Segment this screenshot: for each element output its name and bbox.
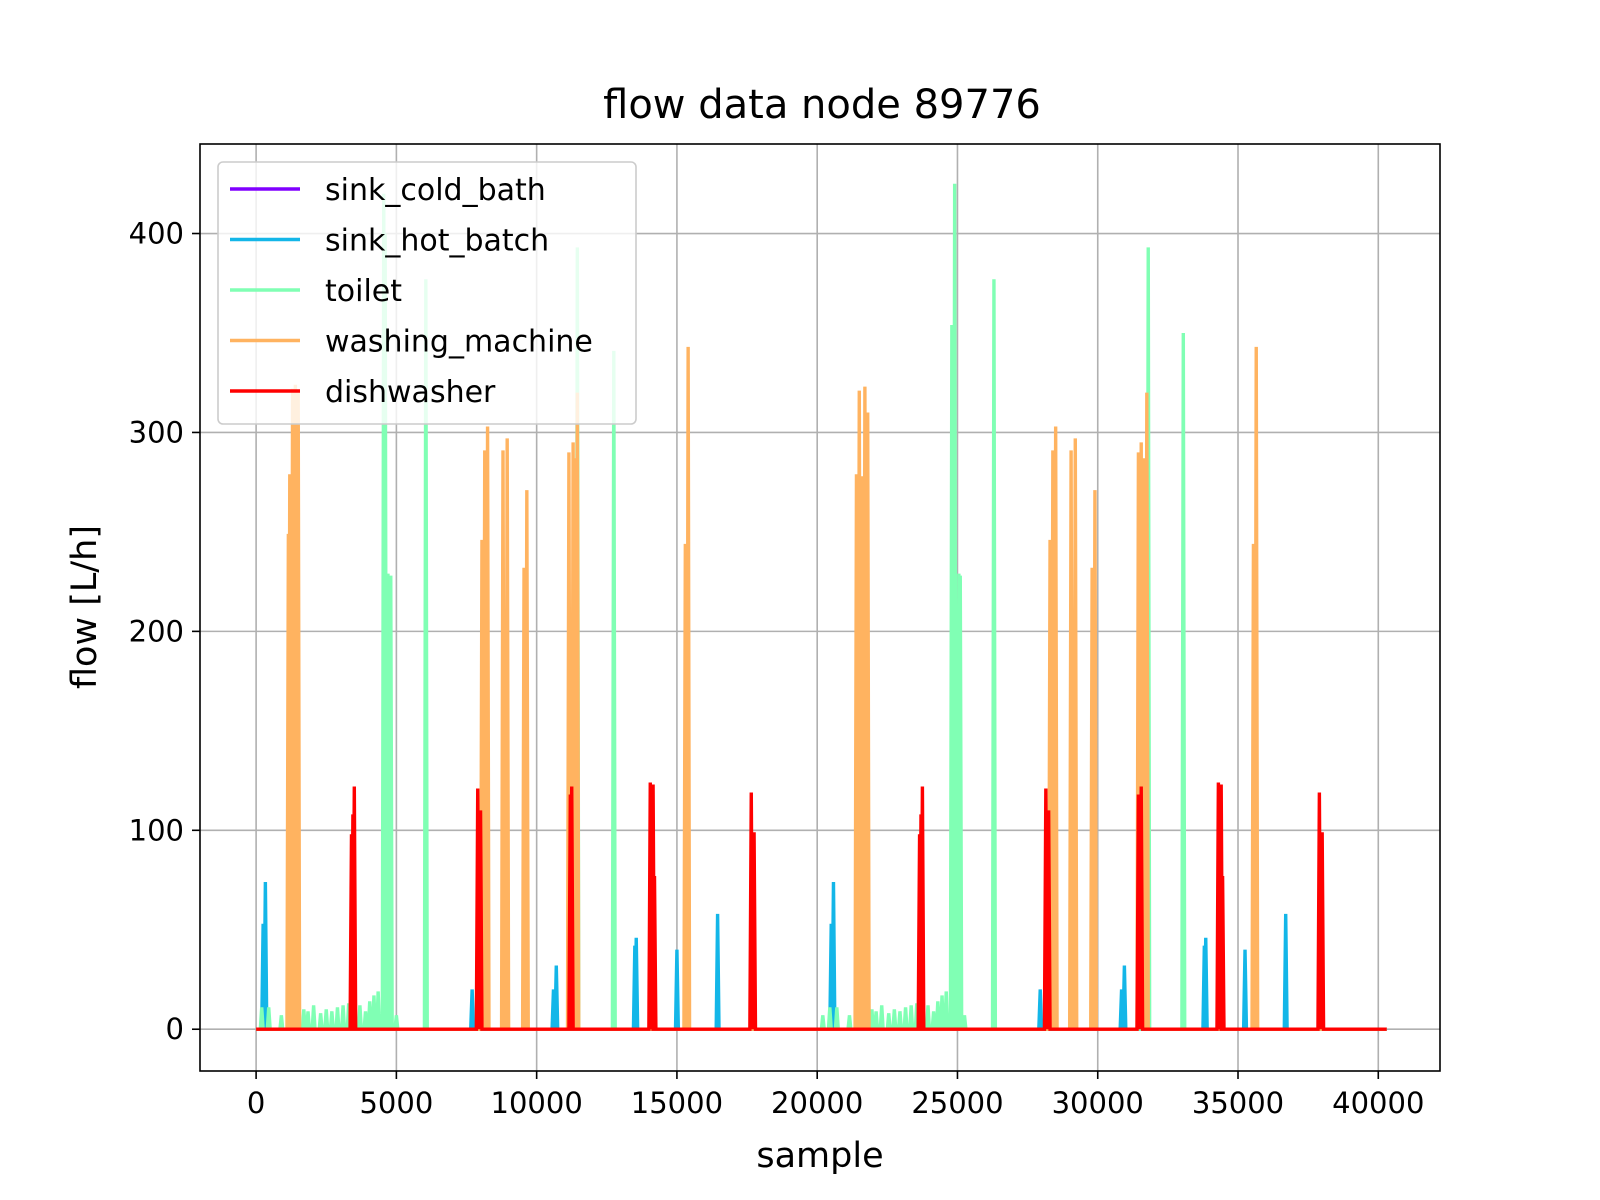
x-tick-label: 25000 bbox=[911, 1086, 1003, 1120]
chart-title: flow data node 89776 bbox=[603, 82, 1041, 128]
axis-ticks: 0 5000 10000 15000 20000 25000 30000 35000 40000… bbox=[129, 217, 1425, 1120]
legend-label: toilet bbox=[325, 274, 402, 309]
x-tick-label: 35000 bbox=[1192, 1086, 1284, 1120]
y-tick-label: 0 bbox=[166, 1012, 184, 1046]
y-tick-label: 100 bbox=[129, 813, 184, 847]
series-line-toilet bbox=[256, 183, 1387, 1031]
series-line-dishwasher bbox=[256, 782, 1387, 1031]
legend-item-sink_hot_batch: sink_hot_batch bbox=[230, 224, 549, 259]
y-tick-label: 400 bbox=[129, 217, 184, 251]
series-dishwasher bbox=[256, 782, 1387, 1031]
legend-label: sink_cold_bath bbox=[325, 173, 546, 208]
x-tick-label: 5000 bbox=[359, 1086, 433, 1120]
x-tick-label: 40000 bbox=[1332, 1086, 1424, 1120]
series-toilet bbox=[256, 183, 1387, 1031]
legend-item-dishwasher: dishwasher bbox=[230, 375, 496, 410]
legend-label: dishwasher bbox=[325, 375, 496, 410]
y-tick-label: 300 bbox=[129, 415, 184, 449]
x-tick-label: 15000 bbox=[631, 1086, 723, 1120]
legend-item-toilet: toilet bbox=[230, 274, 402, 309]
y-axis-label: flow [L/h] bbox=[65, 525, 105, 689]
x-tick-label: 10000 bbox=[491, 1086, 583, 1120]
x-tick-label: 30000 bbox=[1052, 1086, 1144, 1120]
legend-item-washing_machine: washing_machine bbox=[230, 325, 593, 360]
legend-label: sink_hot_batch bbox=[325, 224, 549, 259]
legend-label: washing_machine bbox=[325, 325, 593, 360]
x-axis-label: sample bbox=[756, 1136, 883, 1176]
plot-frame bbox=[199, 143, 1441, 1072]
legend-box bbox=[217, 161, 637, 425]
x-tick-label: 20000 bbox=[771, 1086, 863, 1120]
x-tick-label: 0 bbox=[247, 1086, 265, 1120]
legend-item-sink_cold_bath: sink_cold_bath bbox=[230, 173, 546, 208]
y-tick-label: 200 bbox=[129, 614, 184, 648]
